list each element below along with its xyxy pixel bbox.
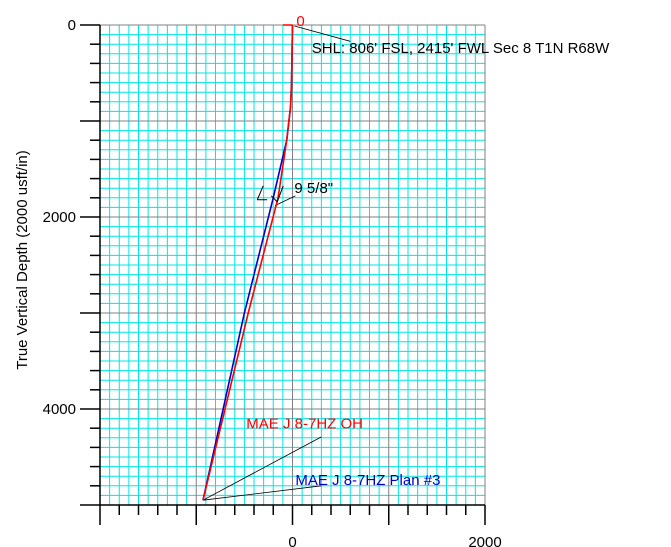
annotation-shl: SHL: 806' FSL, 2415' FWL Sec 8 T1N R68W bbox=[312, 40, 610, 57]
labels: 0 2000 4000 0 2000 True Vertical Depth (2000 … bbox=[14, 13, 610, 547]
series-line-actual bbox=[202, 24, 294, 501]
casing-marks bbox=[256, 24, 293, 203]
x-tick-label: 2000 bbox=[468, 534, 501, 547]
y-axis-label: True Vertical Depth (2000 usft/in) bbox=[14, 150, 31, 370]
y-tick-label: 2000 bbox=[43, 209, 76, 226]
annotation-leaders bbox=[202, 25, 351, 501]
casing-mark-right bbox=[270, 185, 284, 203]
legend-label-oh: MAE J 8-7HZ OH bbox=[246, 415, 363, 432]
leader-casing bbox=[275, 195, 296, 206]
y-tick-label: 0 bbox=[68, 17, 76, 34]
y-tick-label: 4000 bbox=[43, 401, 76, 418]
leader-shl bbox=[294, 25, 351, 42]
grid bbox=[99, 24, 486, 506]
annotation-casing: 9 5/8" bbox=[294, 180, 333, 197]
annotation-origin-zero: 0 bbox=[296, 13, 304, 30]
series-group bbox=[202, 24, 294, 501]
axes bbox=[80, 24, 486, 525]
legend-label-plan: MAE J 8-7HZ Plan #3 bbox=[295, 472, 440, 489]
leader-plan bbox=[202, 485, 322, 501]
x-tick-label: 0 bbox=[288, 534, 296, 547]
casing-mark-left bbox=[256, 185, 268, 201]
leader-oh bbox=[202, 436, 322, 501]
